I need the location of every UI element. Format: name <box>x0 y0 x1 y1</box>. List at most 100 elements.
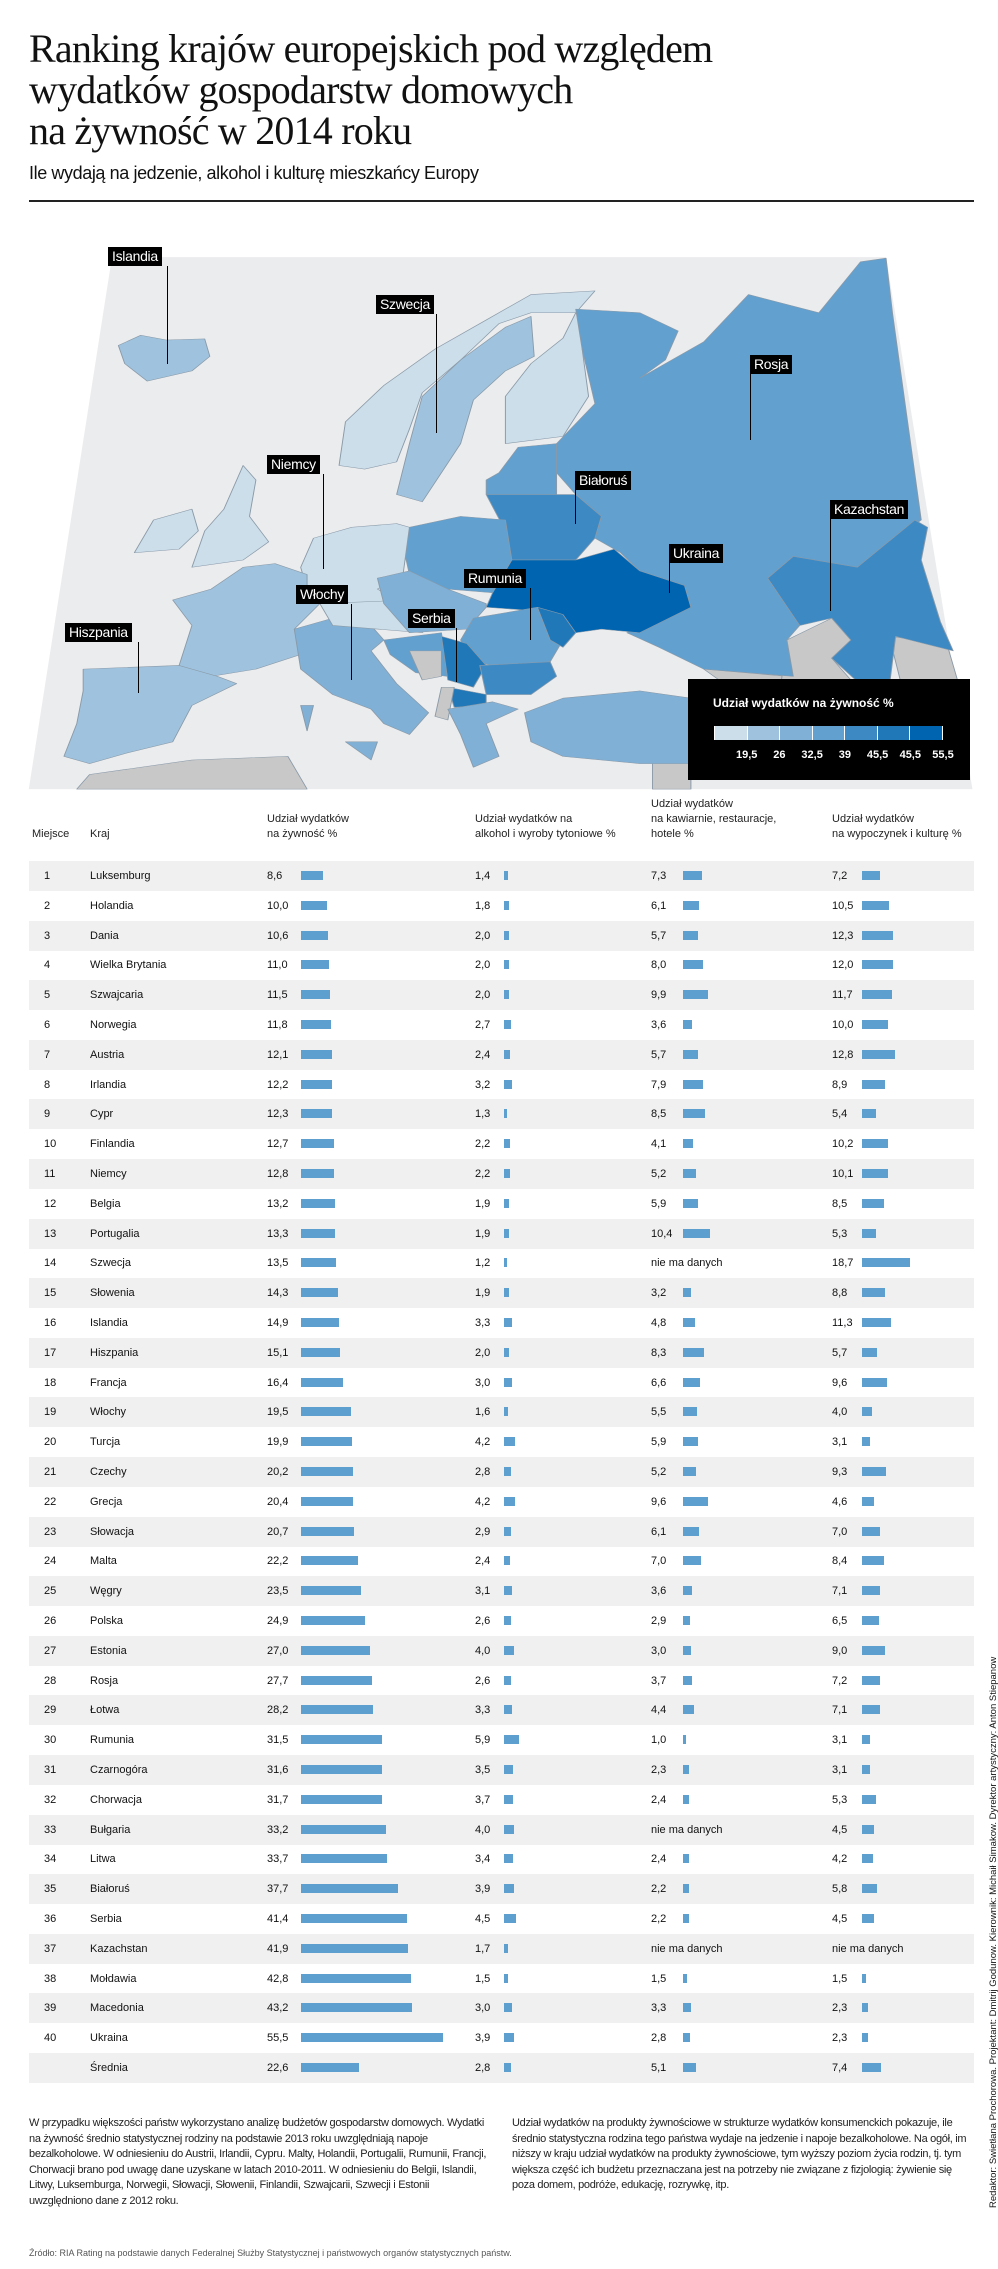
leisure-cell: 5,7 <box>832 1346 848 1359</box>
alcohol-cell: 1,2 <box>475 1257 491 1270</box>
leisure-bar <box>862 1020 888 1029</box>
country-cell: Litwa <box>90 1853 116 1866</box>
header-country: Kraj <box>90 828 110 840</box>
food-bar <box>301 1586 362 1596</box>
country-cell: Malta <box>90 1555 117 1568</box>
cafe-bar <box>683 1854 690 1864</box>
legend-tick-label: 45,5 <box>899 749 921 761</box>
cafe-bar <box>683 871 702 880</box>
cafe-bar <box>683 1049 698 1059</box>
alcohol-cell: 4,5 <box>475 1913 491 1925</box>
alcohol-cell: 2,2 <box>475 1138 491 1151</box>
leisure-cell: 8,5 <box>832 1197 848 1210</box>
header-alcohol: Udział wydatków na alkohol i wyroby tyto… <box>475 812 616 842</box>
leisure-cell: 2,3 <box>832 2032 848 2045</box>
alcohol-bar <box>504 900 509 910</box>
rank-cell: 4 <box>44 959 51 972</box>
country-bulgaria <box>479 661 558 695</box>
note-right: Udział wydatków na produkty żywnościowe … <box>512 2117 967 2191</box>
rank-cell: 24 <box>44 1555 57 1568</box>
food-cell: 55,5 <box>267 2032 289 2045</box>
cafe-bar <box>683 990 709 1000</box>
alcohol-cell: 2,4 <box>475 1048 491 1061</box>
country-cell: Słowenia <box>90 1287 135 1300</box>
cafe-cell: 2,3 <box>651 1764 667 1776</box>
cafe-bar <box>683 1794 690 1804</box>
title-line: na żywność w 2014 roku <box>29 108 412 153</box>
food-cell: 14,3 <box>267 1287 289 1300</box>
leisure-bar <box>862 1914 874 1923</box>
leisure-bar <box>862 1526 880 1536</box>
cafe-cell: 5,1 <box>651 2062 667 2074</box>
table-row: 36 Serbia 41,4 4,5 2,2 4,5 <box>29 1904 974 1934</box>
cafe-bar <box>683 1318 696 1327</box>
alcohol-bar <box>504 990 510 1000</box>
alcohol-cell: 4,2 <box>475 1436 491 1449</box>
leisure-cell: 4,5 <box>832 1823 848 1836</box>
leisure-cell: 12,3 <box>832 929 854 942</box>
leader-line <box>530 588 531 640</box>
country-cell: Serbia <box>90 1913 122 1925</box>
table-row: 29 Łotwa 28,2 3,3 4,4 7,1 <box>29 1695 974 1726</box>
food-bar <box>301 1288 338 1298</box>
food-cell: 22,2 <box>267 1555 289 1568</box>
leisure-bar <box>862 2033 868 2043</box>
food-cell: 8,6 <box>267 870 283 882</box>
cafe-cell: 2,9 <box>651 1615 667 1627</box>
alcohol-cell: 4,0 <box>475 1644 491 1657</box>
leisure-bar <box>862 1347 877 1357</box>
cafe-cell: nie ma danych <box>651 1257 723 1270</box>
alcohol-cell: 3,5 <box>475 1764 491 1776</box>
rank-cell: 2 <box>44 899 51 912</box>
food-bar <box>301 1437 352 1447</box>
leisure-bar <box>862 1884 877 1894</box>
leisure-bar <box>862 900 889 910</box>
alcohol-cell: 2,0 <box>475 1346 491 1359</box>
rank-cell: 39 <box>44 2002 57 2015</box>
food-bar <box>301 1049 332 1059</box>
legend-tick-label: 19,5 <box>735 749 758 761</box>
map-label-szwecja: Szwecja <box>376 295 435 314</box>
table-row: 27 Estonia 27,0 4,0 3,0 9,0 <box>29 1635 974 1666</box>
leisure-cell: 6,5 <box>832 1615 848 1627</box>
rank-cell: 17 <box>44 1346 57 1359</box>
leisure-cell: 10,0 <box>832 1019 854 1031</box>
leisure-bar <box>862 960 893 970</box>
food-cell: 28,2 <box>267 1704 289 1717</box>
leisure-cell: 10,1 <box>832 1168 854 1180</box>
food-bar <box>301 1705 374 1715</box>
map-label-niemcy: Niemcy <box>267 455 320 474</box>
country-cell: Polska <box>90 1615 124 1627</box>
leisure-cell: 5,3 <box>832 1793 848 1806</box>
leisure-bar <box>862 1109 876 1119</box>
country-cell: Rumunia <box>90 1734 135 1747</box>
leisure-cell: 18,7 <box>832 1257 854 1270</box>
rank-cell: 19 <box>44 1406 57 1419</box>
food-bar <box>301 900 327 910</box>
alcohol-bar <box>504 1079 513 1089</box>
cafe-cell: 9,6 <box>651 1495 667 1508</box>
legend-tick-label: 39 <box>838 749 851 761</box>
island-sardinia <box>300 705 314 732</box>
alcohol-cell: 2,0 <box>475 959 491 972</box>
food-cell: 11,8 <box>267 1019 288 1031</box>
rank-cell: 31 <box>44 1764 57 1776</box>
alcohol-cell: 3,9 <box>475 1883 491 1896</box>
table-row: 31 Czarnogóra 31,6 3,5 2,3 3,1 <box>29 1755 974 1785</box>
table-row: 21 Czechy 20,2 2,8 5,2 9,3 <box>29 1457 974 1487</box>
food-bar <box>301 1020 332 1029</box>
cafe-cell: 3,6 <box>651 1019 667 1031</box>
alcohol-bar <box>504 1735 520 1745</box>
leisure-bar <box>862 1198 884 1208</box>
alcohol-bar <box>504 1675 511 1685</box>
cafe-bar <box>683 1496 708 1506</box>
rank-cell: 23 <box>44 1525 57 1538</box>
alcohol-cell: 2,4 <box>475 1555 491 1568</box>
alcohol-cell: 4,2 <box>475 1495 491 1508</box>
rank-cell: 30 <box>44 1734 57 1747</box>
leader-line <box>436 314 437 433</box>
table-row: 18 Francja 16,4 3,0 6,6 9,6 <box>29 1368 974 1398</box>
country-serbia <box>440 636 487 688</box>
food-bar <box>301 1884 398 1894</box>
country-cell: Islandia <box>90 1317 128 1329</box>
